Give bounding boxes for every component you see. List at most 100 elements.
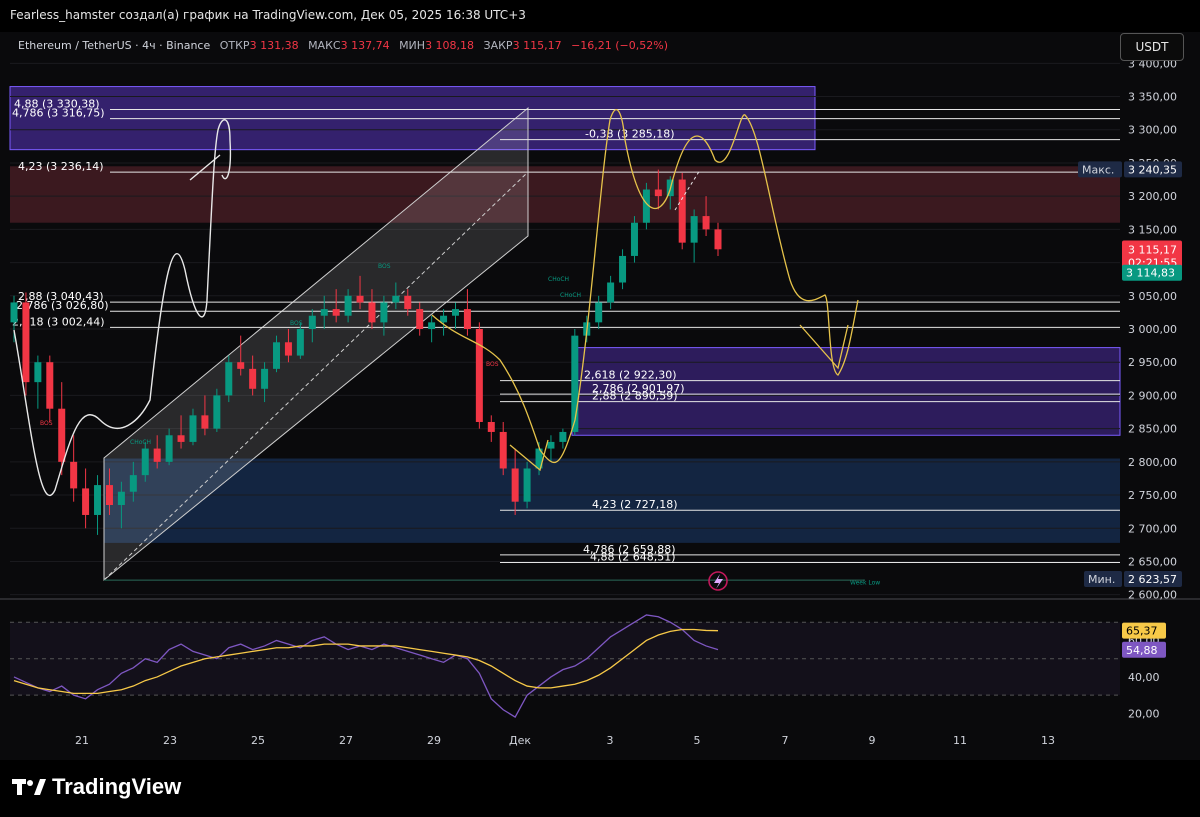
candle[interactable] (261, 362, 269, 403)
fib-level-label: 2,88 (3 040,43) (18, 290, 104, 303)
open-value: 3 131,38 (249, 39, 299, 52)
candle[interactable] (690, 209, 698, 263)
candle[interactable] (392, 282, 400, 310)
high-value: 3 137,74 (340, 39, 390, 52)
candle[interactable] (428, 315, 436, 343)
candle[interactable] (559, 428, 567, 449)
low-label: МИН (399, 39, 426, 52)
candle[interactable] (249, 355, 257, 396)
candle[interactable] (416, 302, 424, 336)
candle[interactable] (487, 415, 495, 442)
candle[interactable] (714, 222, 722, 256)
rsi-axis-tick: 20,00 (1128, 707, 1160, 720)
candle[interactable] (607, 275, 615, 310)
candle[interactable] (201, 395, 209, 436)
zone-blue-support[interactable] (104, 458, 1120, 543)
candle[interactable] (619, 249, 627, 290)
rsi-value-tag[interactable]: 54,88 (1122, 641, 1166, 658)
candle[interactable] (451, 302, 459, 329)
max-value-tag[interactable]: 3 240,35 (1124, 161, 1182, 178)
tradingview-logo[interactable]: TradingView (12, 774, 181, 800)
candle[interactable] (380, 295, 388, 336)
candle[interactable] (141, 441, 149, 482)
candle[interactable] (344, 289, 352, 323)
candle[interactable] (129, 461, 137, 502)
fib-level-label: 4,88 (3 330,38) (14, 98, 100, 111)
candle[interactable] (82, 468, 90, 529)
symbol-name[interactable]: Ethereum / TetherUS · 4ч · Binance (18, 39, 211, 52)
candle[interactable] (356, 275, 364, 310)
fib-level-label: 2,88 (2 890,59) (592, 390, 678, 403)
symbol-info-bar[interactable]: Ethereum / TetherUS · 4ч · Binance ОТКР3… (18, 39, 668, 52)
candle[interactable] (177, 415, 185, 449)
candle[interactable] (10, 295, 18, 343)
candle[interactable] (308, 309, 316, 343)
candle[interactable] (34, 355, 42, 409)
rsi-axis-tick: 40,00 (1128, 671, 1160, 684)
price-axis-tick: 2 950,00 (1128, 356, 1177, 369)
candle[interactable] (678, 172, 686, 250)
candle[interactable] (547, 435, 555, 462)
candle[interactable] (94, 475, 102, 535)
candle[interactable] (225, 355, 233, 403)
zone-red-resistance[interactable] (10, 166, 1120, 223)
min-value-tag[interactable]: 2 623,57 (1124, 571, 1182, 588)
candle[interactable] (165, 428, 173, 466)
candle[interactable] (105, 468, 113, 515)
rsi-ma-line[interactable] (13, 628, 719, 695)
candle[interactable] (46, 355, 54, 422)
candle[interactable] (296, 322, 304, 359)
candle[interactable] (475, 322, 483, 429)
open-label: ОТКР (219, 39, 250, 52)
candle[interactable] (511, 448, 519, 515)
candle[interactable] (499, 421, 507, 476)
candle[interactable] (213, 388, 221, 432)
candle[interactable] (404, 289, 412, 316)
candle[interactable] (595, 295, 603, 329)
candle[interactable] (702, 196, 710, 237)
time-axis-tick: 11 (953, 734, 967, 747)
candle[interactable] (189, 408, 197, 446)
time-axis-tick: 13 (1041, 734, 1055, 747)
time-axis-tick: 27 (339, 734, 353, 747)
candle[interactable] (117, 481, 125, 529)
candle[interactable] (630, 216, 638, 263)
time-axis-tick: 25 (251, 734, 265, 747)
fib-levels-layer: 4,88 (3 330,38)4,786 (3 316,75) -0,38 (3 … (12, 98, 1120, 563)
candle[interactable] (284, 329, 292, 363)
candle[interactable] (273, 335, 281, 373)
candle[interactable] (320, 295, 328, 329)
candle[interactable] (523, 461, 531, 509)
ascending-channel[interactable] (103, 106, 529, 582)
prev-price-tag[interactable]: 3 114,83 (1122, 264, 1182, 281)
candle[interactable] (70, 435, 78, 502)
candle[interactable] (463, 289, 471, 336)
rsi-pane[interactable] (0, 598, 1200, 718)
time-axis-tick: 7 (782, 734, 789, 747)
candle[interactable] (58, 382, 66, 476)
smc-label: BOS (290, 320, 303, 327)
alert-lightning-icon[interactable] (708, 571, 728, 591)
time-axis-tick: 29 (427, 734, 441, 747)
svg-text:54,88: 54,88 (1126, 644, 1158, 657)
tradingview-brand: TradingView (52, 774, 182, 799)
fib-level-label: 2,618 (3 002,44) (12, 315, 105, 328)
candle[interactable] (654, 169, 662, 210)
candle[interactable] (153, 435, 161, 469)
fib-level-label: -0,38 (3 285,18) (585, 128, 675, 141)
candle[interactable] (237, 335, 245, 376)
rsi-ma-value-tag[interactable]: 65,37 (1122, 622, 1166, 639)
max-label-tag[interactable]: Макс. (1078, 161, 1122, 178)
candle[interactable] (22, 292, 30, 396)
currency-selector-button[interactable]: USDT (1120, 33, 1184, 61)
rsi-line[interactable] (13, 614, 719, 718)
price-chart[interactable]: 4,88 (3 330,38)4,786 (3 316,75) -0,38 (3 … (0, 32, 1200, 760)
svg-text:3 114,83: 3 114,83 (1126, 267, 1175, 280)
candle[interactable] (368, 289, 376, 329)
price-axis-tick: 3 050,00 (1128, 290, 1177, 303)
candle[interactable] (332, 289, 340, 323)
min-label-tag[interactable]: Мин. (1084, 571, 1122, 588)
candle[interactable] (642, 182, 650, 230)
price-axis-tick: 2 800,00 (1128, 456, 1177, 469)
candle[interactable] (440, 309, 448, 336)
